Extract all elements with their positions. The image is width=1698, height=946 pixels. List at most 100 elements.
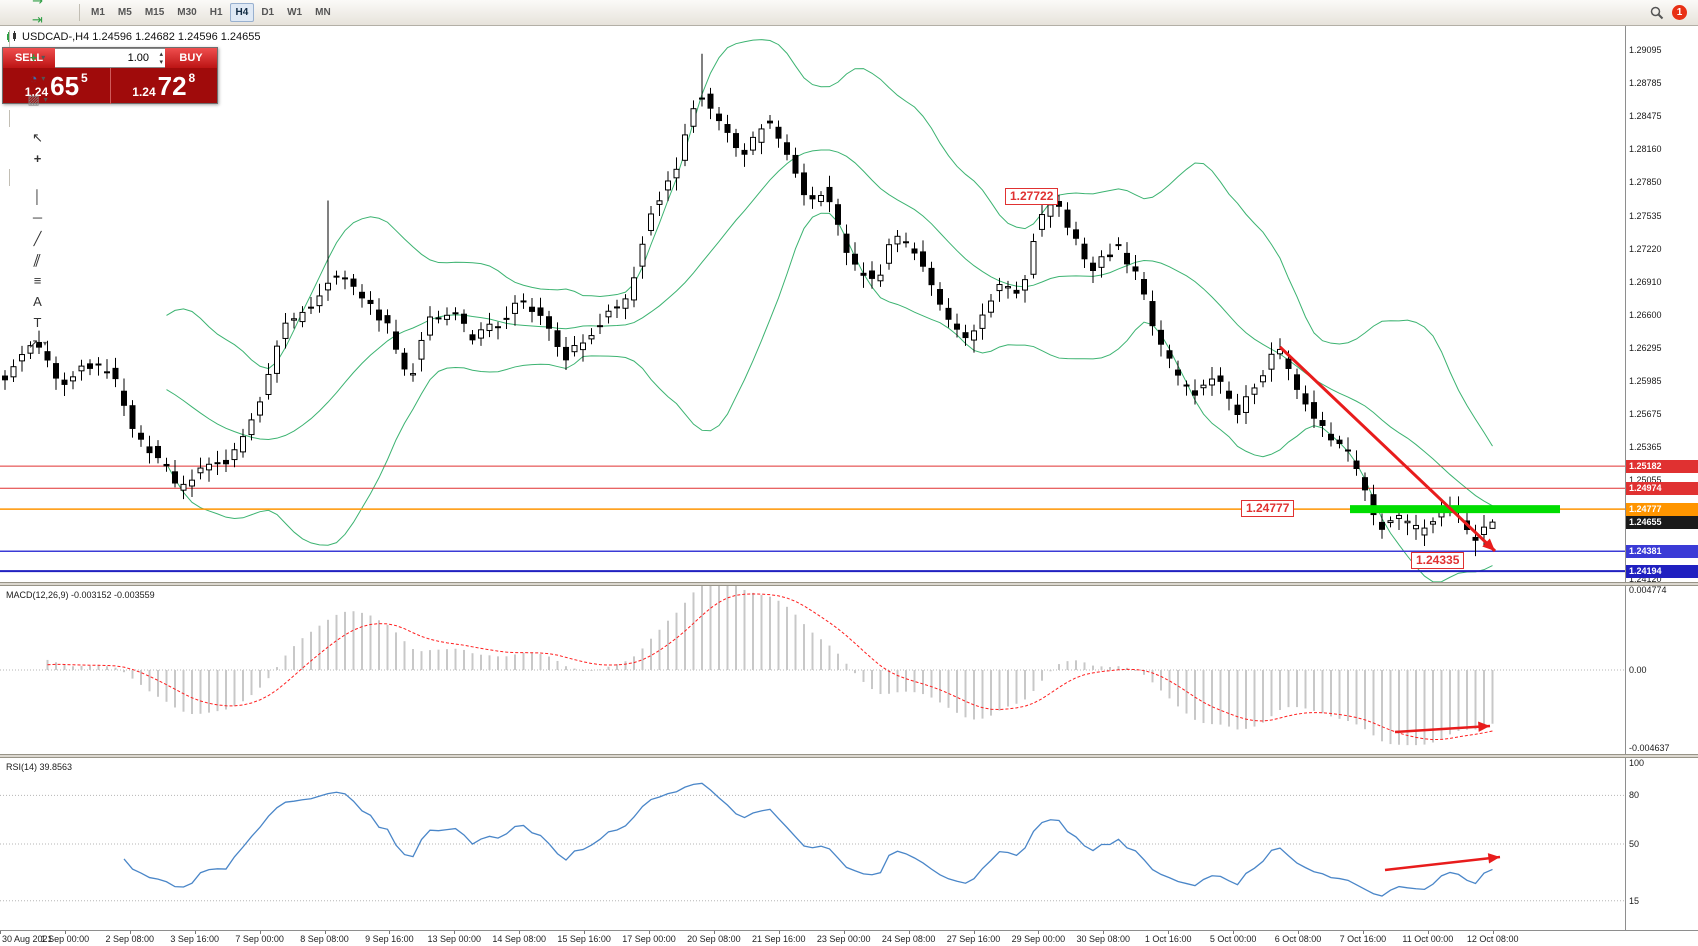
channel-icon: ∥ [31, 251, 44, 267]
rsi-axis-label: 80 [1629, 790, 1640, 801]
horizontal-lines[interactable] [0, 465, 1625, 573]
timeframe-button-h4[interactable]: H4 [229, 3, 255, 22]
search-icon[interactable] [1650, 6, 1664, 20]
templates-button[interactable]: ▨ ▾ [5, 89, 70, 110]
time-axis-label: 24 Sep 08:00 [881, 934, 936, 944]
sell-price-prefix: 1.24 [24, 85, 49, 99]
panel-splitter[interactable] [0, 582, 1698, 586]
time-axis-tick [1362, 931, 1364, 934]
periods-button[interactable]: ◔ ▾ [5, 68, 70, 89]
price-axis-label: 1.24120 [1629, 574, 1662, 584]
candles [2, 53, 1496, 557]
time-axis-tick [389, 931, 391, 934]
dropdown-caret-icon[interactable]: ▾ [41, 73, 46, 83]
toolbar-buttons: ⊞新订单▤▥▣▶自动交易▥◫∿⊕⊖▦⇉⇥+▾◔▾▨▾↖+│─╱∥≡AT↗▾ [5, 0, 70, 354]
dropdown-caret-icon[interactable]: ▾ [42, 338, 47, 348]
downtrend-arrow[interactable] [1278, 345, 1497, 553]
timeframe-button-mn[interactable]: MN [315, 7, 331, 18]
volume-up-button[interactable]: ▴ [159, 51, 163, 58]
time-axis-tick [129, 931, 131, 934]
dropdown-caret-icon[interactable]: ▾ [41, 52, 46, 62]
price-axis-label: 1.25365 [1629, 441, 1662, 452]
one-click-order-row: SELL 1.00 ▴ ▾ BUY [3, 48, 217, 68]
channel-button[interactable]: ∥ [5, 249, 70, 270]
one-click-price-row: 1.24 65 5 1.24 72 8 [3, 68, 217, 104]
time-axis-label: 29 Sep 00:00 [1011, 934, 1066, 944]
notification-badge[interactable]: 1 [1672, 5, 1687, 20]
time-axis-label: 2 Sep 08:00 [105, 934, 155, 944]
dropdown-caret-icon[interactable]: ▾ [43, 94, 48, 104]
macd-axis-label: 0.00 [1629, 665, 1647, 675]
timeframe-button-d1[interactable]: D1 [261, 7, 275, 18]
time-axis-label: 13 Sep 00:00 [427, 934, 482, 944]
arrows-button[interactable]: ↗ ▾ [5, 333, 70, 354]
time-axis-tick [1427, 931, 1429, 934]
panel-splitter[interactable] [0, 754, 1698, 758]
macd-panel-canvas[interactable] [0, 586, 1625, 754]
price-axis-label: 1.25675 [1629, 408, 1662, 419]
time-axis-label: 15 Sep 16:00 [557, 934, 611, 944]
auto-scroll-icon: ⇉ [32, 0, 43, 5]
price-chart-canvas[interactable] [0, 26, 1625, 582]
auto-scroll-button[interactable]: ⇉ [5, 0, 70, 9]
timeframe-button-m5[interactable]: M5 [117, 7, 132, 18]
price-annotation-peak[interactable]: 1.27722 [1005, 188, 1059, 205]
time-axis-tick [454, 931, 456, 934]
price-tag: 1.24974 [1626, 481, 1698, 495]
macd-trend-arrow[interactable] [1394, 721, 1491, 734]
buy-button[interactable]: BUY [165, 48, 217, 68]
time-axis-tick [1038, 931, 1040, 934]
text-label-button[interactable]: T [5, 312, 70, 333]
rsi-panel-canvas[interactable] [0, 758, 1625, 930]
time-axis[interactable]: 30 Aug 2021 1 Sep 00:00 2 Sep 08:00 3 Sep 1… [0, 930, 1698, 946]
fibonacci-button[interactable]: ≡ [5, 270, 70, 291]
time-axis-tick [1168, 931, 1170, 934]
time-axis-label: 1 Sep 00:00 [40, 934, 90, 944]
volume-field[interactable]: 1.00 ▴ ▾ [55, 48, 165, 68]
trendline-button[interactable]: ╱ [5, 228, 70, 249]
chart-shift-button[interactable]: ⇥ [5, 9, 70, 30]
volume-spinner: ▴ ▾ [159, 51, 163, 67]
one-click-trading-panel: SELL 1.00 ▴ ▾ BUY 1.24 65 5 1.24 72 8 [2, 47, 218, 104]
timeframe-button-w1[interactable]: W1 [287, 7, 303, 18]
rsi-line [123, 782, 1493, 897]
toolbar-separator [9, 109, 10, 127]
toolbar-separator [9, 168, 10, 186]
time-axis-label: 3 Sep 16:00 [170, 934, 219, 944]
rsi-trend-arrow[interactable] [1384, 853, 1501, 872]
time-axis-tick [1492, 931, 1494, 934]
macd-signal-line [47, 593, 1493, 741]
time-axis-tick [778, 931, 780, 934]
crosshair-button[interactable]: + [5, 148, 70, 169]
text-button[interactable]: A [5, 291, 70, 312]
indicators-button[interactable]: + ▾ [5, 47, 70, 68]
time-axis-tick [584, 931, 586, 934]
buy-price-display[interactable]: 1.24 72 8 [109, 68, 218, 104]
vertical-line-button[interactable]: │ [5, 186, 70, 207]
price-annotation-support[interactable]: 1.24777 [1241, 500, 1295, 517]
horizontal-line-icon: ─ [32, 209, 43, 225]
sell-button[interactable]: SELL [3, 48, 55, 68]
indicators-icon: + [29, 49, 38, 65]
price-annotation-low[interactable]: 1.24335 [1411, 552, 1465, 569]
timeframe-button-m15[interactable]: M15 [144, 7, 165, 18]
price-axis[interactable]: 1.29095 1.28785 1.28475 1.28160 1.27850 1.275… [1625, 26, 1698, 930]
buy-price-big: 72 [157, 71, 187, 101]
timeframe-button-h1[interactable]: H1 [209, 7, 223, 18]
horizontal-line-button[interactable]: ─ [5, 207, 70, 228]
price-axis-label: 1.25985 [1629, 375, 1662, 386]
cursor-button[interactable]: ↖ [5, 127, 70, 148]
macd-axis-label: 0.004774 [1629, 584, 1667, 595]
timeframe-button-m30[interactable]: M30 [177, 7, 197, 18]
price-tag: 1.24655 [1626, 515, 1698, 529]
chart-area[interactable]: USDCAD-,H4 1.24596 1.24682 1.24596 1.246… [0, 26, 1698, 946]
time-axis-tick [64, 931, 66, 934]
time-axis-label: 14 Sep 08:00 [492, 934, 546, 944]
time-axis-tick [713, 931, 715, 934]
timeframe-button-m1[interactable]: M1 [91, 7, 105, 18]
sell-price-display[interactable]: 1.24 65 5 [3, 68, 110, 104]
volume-down-button[interactable]: ▾ [159, 59, 163, 66]
time-axis-tick [259, 931, 261, 934]
chart-title-text: USDCAD-,H4 1.24596 1.24682 1.24596 1.246… [22, 31, 261, 43]
support-zone-rectangle[interactable] [1350, 505, 1560, 514]
